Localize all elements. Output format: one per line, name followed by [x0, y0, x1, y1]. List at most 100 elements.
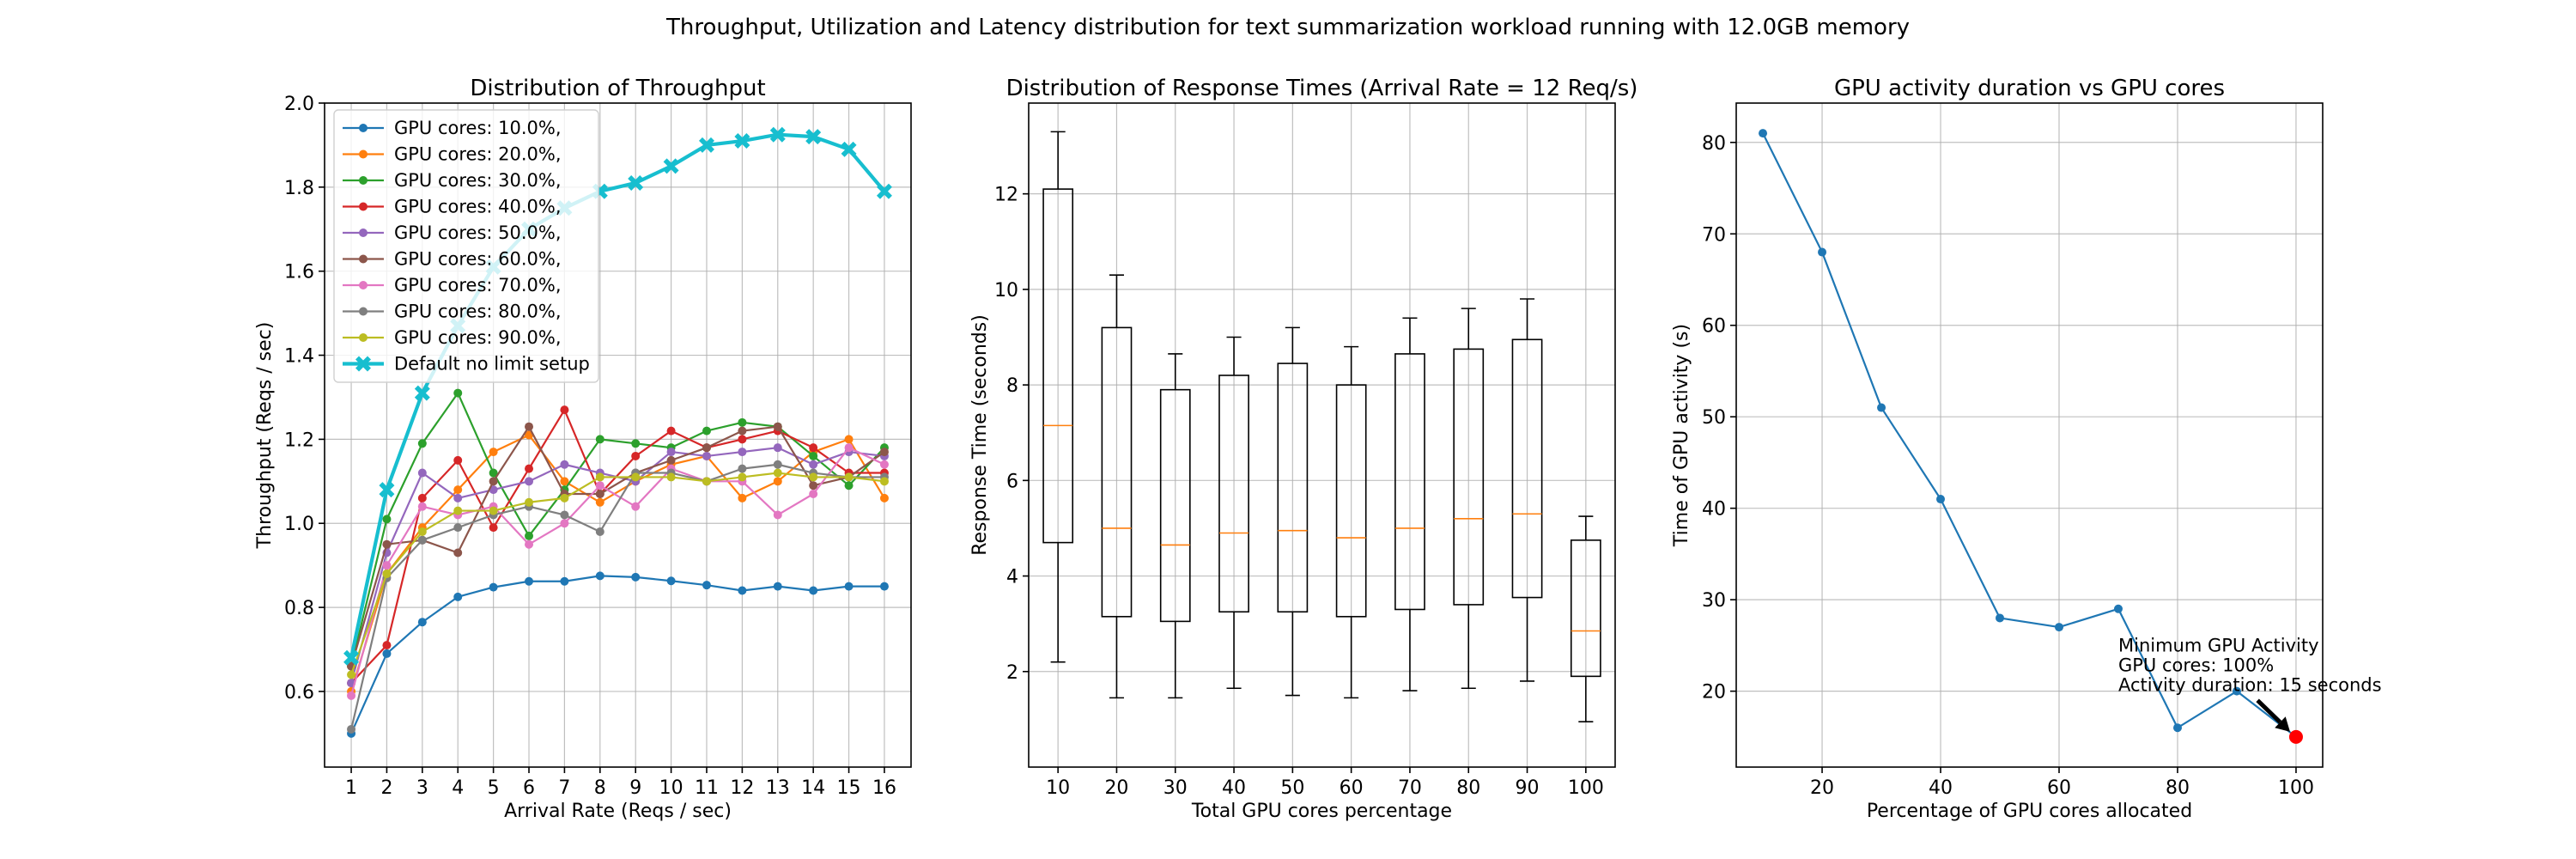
throughput-point [382, 515, 392, 524]
throughput-point [702, 426, 711, 436]
gpu-activity-axes-frame [1735, 102, 2324, 768]
boxplot-box-group [1159, 353, 1191, 699]
throughput-point [453, 548, 463, 557]
gpu-activity-x-tick-label: 20 [1810, 777, 1834, 799]
throughput-point [809, 586, 818, 595]
throughput-point [525, 497, 534, 507]
legend-swatch-marker [359, 149, 368, 159]
throughput-point [453, 592, 463, 601]
throughput-point [560, 477, 569, 486]
legend-entry-label: GPU cores: 20.0%, [394, 144, 562, 165]
throughput-series [347, 468, 889, 679]
throughput-point [738, 464, 747, 473]
throughput-point-x-marker [414, 385, 430, 401]
throughput-x-tick-label: 9 [629, 777, 641, 799]
throughput-point [560, 493, 569, 503]
throughput-x-tick-label: 16 [872, 777, 896, 799]
throughput-x-tick-label: 10 [659, 777, 683, 799]
boxplot-iqr-box [1218, 375, 1249, 613]
throughput-point [453, 493, 463, 503]
boxplot-x-tick-label: 80 [1456, 777, 1480, 799]
throughput-y-tick-label: 2.0 [284, 94, 314, 115]
throughput-x-tick-label: 3 [416, 777, 428, 799]
throughput-point [809, 451, 818, 460]
throughput-point [417, 535, 427, 545]
legend-entry-label: GPU cores: 40.0%, [394, 197, 562, 217]
throughput-point [347, 691, 356, 700]
throughput-x-tick-label: 14 [801, 777, 825, 799]
throughput-point [844, 472, 854, 482]
response-time-boxplot: 10 20 30 40 50 60 70 80 90 100 2 4 6 8 10 12 Distributio… [969, 76, 1637, 822]
throughput-series-line [350, 472, 885, 675]
throughput-point [382, 539, 392, 549]
legend-entry-label: GPU cores: 70.0%, [394, 275, 562, 295]
boxplot-box-group [1277, 326, 1309, 697]
throughput-y-tick-label: 1.6 [284, 262, 314, 283]
throughput-point [631, 572, 641, 582]
gpu-activity-y-tick-label: 70 [1702, 224, 1726, 246]
throughput-series-line [349, 463, 884, 730]
boxplot-iqr-box [1042, 188, 1074, 544]
throughput-point [773, 443, 782, 453]
gpu-activity-y-tick-label: 30 [1702, 590, 1726, 612]
boxplot-title: Distribution of Response Times (Arrival … [1006, 76, 1638, 101]
legend-swatch-marker [359, 333, 368, 342]
throughput-y-tick-label: 0.8 [284, 598, 314, 619]
legend-swatch-marker [359, 228, 368, 237]
throughput-legend-box [333, 109, 599, 383]
throughput-point [879, 477, 889, 486]
boxplot-iqr-box [1277, 362, 1309, 613]
gpu-activity-y-axis-label: Time of GPU activity (s) [1671, 324, 1692, 547]
throughput-point [489, 506, 498, 515]
legend-entry-label: GPU cores: 50.0%, [394, 222, 562, 243]
gpu-activity-point [1877, 403, 1886, 412]
throughput-point [347, 724, 356, 734]
legend-entry-label: GPU cores: 80.0%, [394, 302, 562, 322]
boxplot-y-tick-label: 6 [1006, 471, 1018, 492]
throughput-point [666, 576, 676, 586]
boxplot-x-tick-label: 100 [1568, 777, 1604, 799]
throughput-point [417, 527, 427, 537]
throughput-point [773, 468, 782, 478]
throughput-point [773, 582, 782, 591]
gpu-activity-point [2113, 604, 2123, 613]
throughput-y-tick-label: 1.2 [284, 430, 314, 451]
throughput-point [525, 430, 534, 440]
legend-swatch-x-marker [355, 356, 371, 372]
gpu-activity-point [1936, 495, 1946, 504]
throughput-point [417, 468, 427, 478]
throughput-series-line [349, 434, 885, 692]
annotation-arrow-shaft [2256, 698, 2282, 724]
throughput-point-x-marker [698, 137, 714, 153]
throughput-point [560, 405, 569, 415]
throughput-series-line [349, 425, 885, 667]
throughput-axes-frame [324, 102, 912, 768]
throughput-x-tick-label: 7 [558, 777, 570, 799]
throughput-point-x-marker [769, 126, 786, 143]
throughput-point-x-marker [628, 174, 644, 191]
gpu-activity-point [2232, 686, 2241, 696]
gpu-activity-point [1996, 613, 2005, 623]
gpu-activity-grid [1736, 103, 2323, 767]
throughput-point [809, 481, 818, 490]
annotation-arrow-head [2275, 716, 2290, 732]
throughput-point [453, 506, 463, 515]
annotation-text-line: Activity duration: 15 seconds [2118, 675, 2382, 696]
throughput-point [560, 576, 569, 586]
throughput-point [702, 451, 711, 460]
throughput-x-tick-label: 5 [488, 777, 500, 799]
throughput-point [666, 472, 676, 482]
throughput-point [879, 582, 889, 591]
boxplot-box-group [1335, 345, 1367, 699]
throughput-series [347, 388, 889, 671]
throughput-y-tick-label: 1.0 [284, 514, 314, 535]
throughput-x-tick-label: 1 [345, 777, 357, 799]
throughput-point [844, 582, 854, 591]
throughput-point [525, 477, 534, 486]
throughput-point [702, 477, 711, 486]
throughput-point [560, 519, 569, 528]
throughput-point [489, 582, 498, 592]
throughput-x-tick-label: 15 [837, 777, 861, 799]
throughput-series [347, 460, 889, 734]
boxplot-box-group [1511, 298, 1543, 682]
